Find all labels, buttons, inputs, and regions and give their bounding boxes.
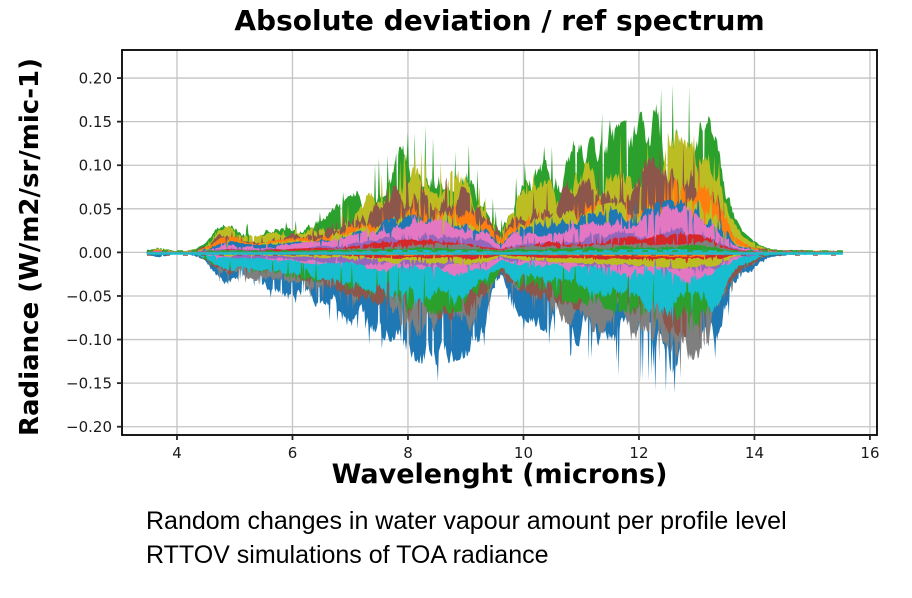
x-tick-label-14: 14 xyxy=(745,444,764,462)
x-tick-label-8: 8 xyxy=(403,444,413,462)
y-tick-label-0.05: 0.05 xyxy=(79,200,112,218)
x-tick-label-10: 10 xyxy=(514,444,533,462)
y-tick-label-0.10: 0.10 xyxy=(79,157,112,175)
y-tick-label-−0.05: −0.05 xyxy=(66,287,112,305)
series-ensemble xyxy=(146,84,843,394)
chart-title: Absolute deviation / ref spectrum xyxy=(234,4,765,37)
caption-line-1: Random changes in water vapour amount pe… xyxy=(146,507,787,535)
axes-spines xyxy=(121,49,878,436)
x-axis-label: Wavelenght (microns) xyxy=(331,459,668,490)
spectrum-chart: 4 6 8 10 12 14 16 0.20 0.15 0.10 0.05 0.00 −0.05 −0.1… xyxy=(66,49,880,462)
y-tick-label-−0.20: −0.20 xyxy=(66,418,112,436)
series-band-down-cyan xyxy=(146,252,843,328)
series-band-up-cyan xyxy=(146,248,843,253)
x-tick-label-16: 16 xyxy=(860,444,879,462)
x-tick-label-6: 6 xyxy=(288,444,298,462)
y-tick-label-0.00: 0.00 xyxy=(79,244,112,262)
y-axis-label: Radiance (W/m2/sr/mic-1) xyxy=(15,58,45,436)
y-tick-label-−0.15: −0.15 xyxy=(66,375,112,393)
caption-line-2: RTTOV simulations of TOA radiance xyxy=(146,541,549,569)
ticks: 4 6 8 10 12 14 16 0.20 0.15 0.10 0.05 0.00 −0.05 −0.1… xyxy=(66,70,879,462)
x-tick-label-4: 4 xyxy=(172,444,182,462)
figure-caption: Random changes in water vapour amount pe… xyxy=(146,504,787,572)
x-tick-label-12: 12 xyxy=(629,444,648,462)
y-tick-label-0.20: 0.20 xyxy=(79,70,112,88)
y-tick-label-0.15: 0.15 xyxy=(79,113,112,131)
y-tick-label-−0.10: −0.10 xyxy=(66,331,112,349)
